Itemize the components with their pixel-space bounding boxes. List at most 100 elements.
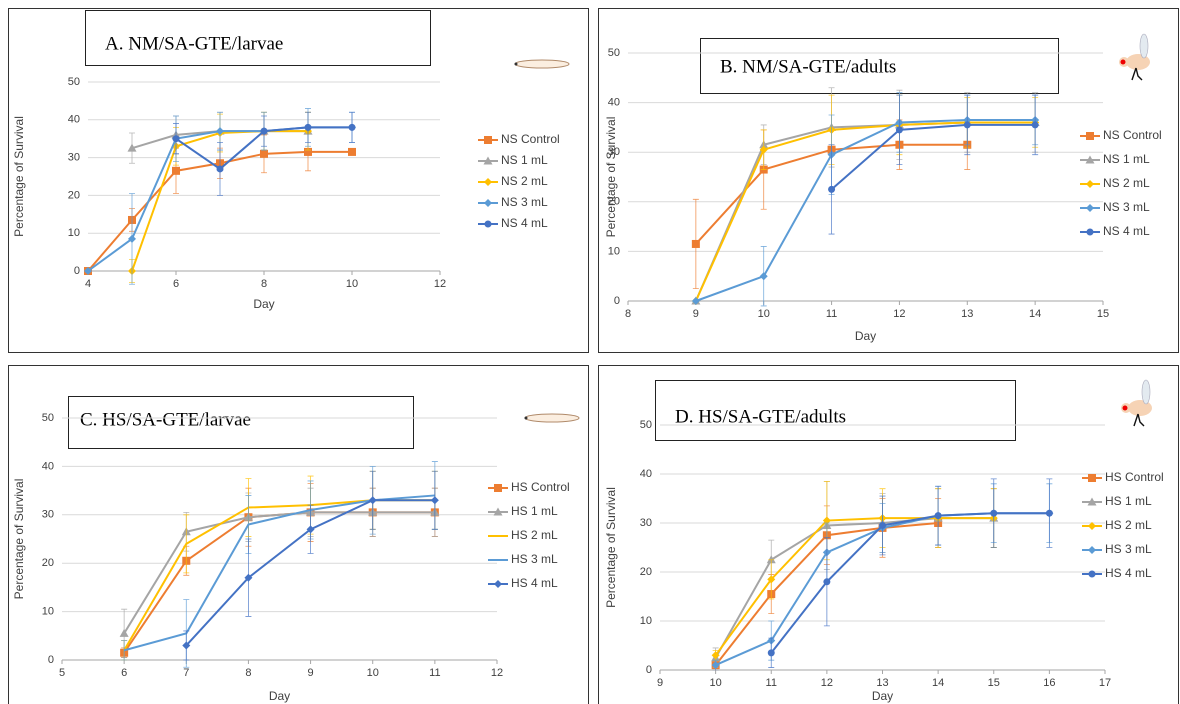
title-box	[85, 10, 431, 66]
marker	[84, 267, 92, 275]
x-axis-label: Day	[872, 689, 893, 703]
marker	[767, 649, 775, 657]
x-tick-label: 9	[693, 308, 699, 320]
y-tick-label: 50	[608, 47, 620, 59]
legend-label: NS 2 mL	[501, 174, 548, 188]
marker	[1088, 474, 1096, 482]
marker	[990, 509, 998, 517]
legend-label: HS 1 mL	[1105, 494, 1152, 508]
marker	[128, 234, 136, 243]
legend-label: HS 3 mL	[511, 552, 558, 566]
x-tick-label: 11	[429, 667, 440, 679]
marker	[1086, 228, 1094, 236]
x-tick-label: 15	[1097, 308, 1109, 320]
legend-label: NS Control	[1103, 128, 1162, 142]
x-tick-label: 6	[173, 278, 179, 290]
x-tick-label: 7	[183, 667, 189, 679]
marker	[1045, 509, 1053, 517]
marker	[306, 525, 315, 534]
y-axis-label: Percentage of Survival	[12, 116, 26, 237]
marker	[348, 147, 356, 156]
marker	[822, 516, 831, 525]
legend-label: HS Control	[511, 480, 570, 494]
x-tick-label: 10	[367, 667, 379, 679]
marker	[119, 628, 129, 637]
x-tick-label: 13	[961, 308, 973, 320]
chart-title: B. NM/SA-GTE/adults	[720, 56, 896, 77]
x-tick-label: 10	[710, 677, 722, 689]
chart-title: C. HS/SA-GTE/larvae	[80, 409, 251, 430]
chart-title: A. NM/SA-GTE/larvae	[105, 33, 283, 54]
marker	[759, 145, 768, 154]
legend-label: NS 1 mL	[1103, 152, 1150, 166]
marker	[823, 578, 831, 586]
x-axis-label: Day	[253, 297, 274, 311]
y-tick-label: 0	[74, 265, 80, 277]
marker	[1086, 180, 1094, 188]
marker	[1088, 522, 1096, 530]
icons	[514, 33, 1152, 427]
legend-label: HS 2 mL	[511, 528, 558, 542]
series-line	[123, 499, 435, 651]
marker	[260, 127, 268, 135]
marker	[260, 149, 268, 158]
marker	[767, 575, 776, 584]
marker	[484, 136, 492, 144]
marker	[244, 573, 253, 582]
legend-label: HS 2 mL	[1105, 518, 1152, 532]
larva-icon	[524, 413, 580, 423]
marker	[1087, 497, 1097, 506]
legend-label: NS 1 mL	[501, 153, 548, 167]
y-tick-label: 40	[608, 97, 620, 109]
marker	[1086, 132, 1094, 140]
x-axis-label: Day	[269, 689, 290, 703]
marker	[879, 521, 886, 529]
x-tick-label: 10	[758, 308, 770, 320]
y-tick-label: 40	[68, 114, 80, 126]
marker	[493, 507, 503, 516]
x-tick-label: 6	[121, 667, 127, 679]
series-line	[694, 121, 1036, 302]
marker	[711, 651, 720, 660]
y-tick-label: 20	[42, 557, 54, 569]
marker	[494, 484, 502, 492]
marker	[963, 121, 971, 129]
marker	[494, 580, 502, 588]
legend-label: HS Control	[1105, 470, 1164, 484]
series-line	[714, 517, 994, 659]
x-tick-label: 14	[1029, 308, 1041, 320]
marker	[172, 166, 180, 175]
series-line	[694, 121, 1036, 302]
x-tick-label: 8	[261, 278, 267, 290]
panel-frame	[8, 365, 589, 704]
x-tick-label: 8	[625, 308, 631, 320]
y-tick-label: 50	[640, 419, 652, 431]
marker	[1085, 155, 1095, 164]
series-line	[770, 512, 1050, 654]
panel-frames	[8, 8, 1179, 704]
title-box	[700, 38, 1059, 94]
series-line	[123, 494, 435, 652]
y-axis-label: Percentage of Survival	[12, 479, 26, 600]
x-tick-label: 16	[1043, 677, 1055, 689]
y-tick-label: 10	[640, 615, 652, 627]
panel-frame	[598, 365, 1179, 704]
x-tick-label: 9	[657, 677, 663, 689]
y-tick-label: 50	[42, 412, 54, 424]
marker	[484, 199, 492, 207]
x-axis-label: Day	[855, 329, 876, 343]
series-line	[123, 511, 435, 654]
x-tick-label: 12	[491, 667, 503, 679]
x-tick-label: 5	[59, 667, 65, 679]
marker	[1031, 121, 1039, 129]
legend-label: HS 1 mL	[511, 504, 558, 518]
x-tick-label: 11	[826, 308, 837, 320]
panel: C. HS/SA-GTE/larvae 0 10 20 30 40 50 5 6 7 8 9 10 11 1…	[12, 396, 570, 703]
x-tick-label: 9	[308, 667, 314, 679]
y-tick-label: 10	[42, 606, 54, 618]
legend-label: NS 2 mL	[1103, 176, 1150, 190]
panel: B. NM/SA-GTE/adults 0 10 20 30 40 50 8 9 10 11 12 13…	[604, 38, 1162, 343]
marker	[484, 178, 492, 186]
y-tick-label: 40	[640, 468, 652, 480]
